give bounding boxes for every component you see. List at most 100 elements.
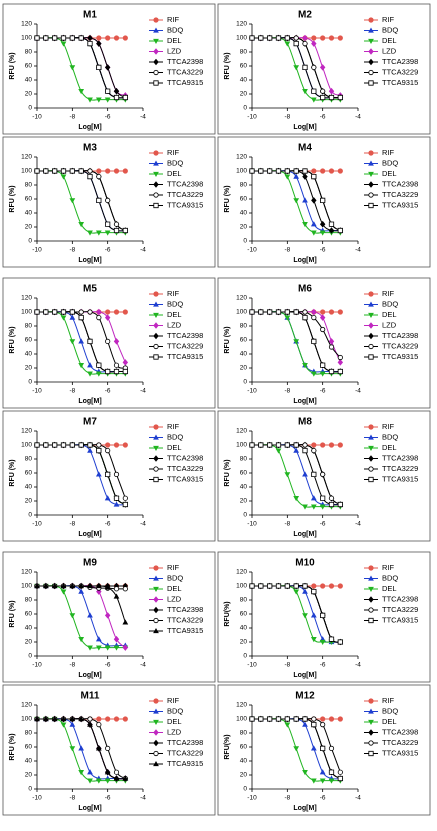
legend-marker	[368, 48, 374, 55]
data-point	[96, 716, 102, 722]
y-axis-label: RFU (%)	[9, 185, 16, 212]
legend-label: DEL	[167, 584, 182, 593]
data-point	[34, 309, 40, 315]
x-tick-label: -8	[284, 247, 290, 254]
x-tick-label: -6	[320, 521, 326, 528]
legend-marker	[153, 160, 159, 166]
legend-marker	[153, 466, 159, 472]
data-point	[122, 168, 128, 174]
y-tick-label: 80	[240, 182, 248, 189]
legend-marker	[153, 586, 159, 593]
chart-panel: M7 0 20 40 60 80 100 120 -10 -8 -6 -4 Log[M] RFU (%) R…	[2, 410, 216, 542]
y-tick-label: 60	[25, 337, 33, 344]
chart-title: M1	[83, 10, 97, 21]
legend-marker	[368, 575, 374, 581]
data-point	[60, 589, 67, 595]
legend-label: TTCA2398	[167, 738, 203, 747]
data-point	[319, 639, 326, 646]
legend-marker	[153, 565, 159, 571]
data-point	[319, 769, 326, 775]
data-point	[319, 230, 326, 236]
legend-label: TTCA9315	[167, 474, 203, 483]
legend-marker	[153, 322, 159, 329]
legend-marker	[153, 354, 159, 360]
legend-label: TTCA3229	[167, 464, 203, 473]
y-tick-label: 60	[25, 470, 33, 477]
legend-label: RIF	[167, 289, 180, 298]
data-point	[311, 35, 317, 41]
legend-marker	[368, 312, 374, 319]
chart-title: M3	[83, 143, 97, 154]
data-point	[311, 716, 317, 722]
data-point	[337, 309, 343, 315]
data-point	[87, 371, 93, 377]
data-point	[320, 612, 326, 618]
data-point	[293, 496, 300, 502]
data-point	[105, 471, 111, 477]
data-point	[87, 97, 93, 103]
data-point	[87, 582, 93, 589]
data-point	[113, 645, 120, 651]
data-point	[328, 338, 335, 345]
x-axis-label: Log[M]	[78, 805, 101, 812]
y-tick-label: 60	[240, 63, 248, 70]
legend-label: RIF	[167, 563, 180, 572]
data-point	[310, 745, 317, 751]
y-tick-label: 100	[236, 583, 247, 590]
x-axis-label: Log[M]	[293, 672, 316, 679]
x-tick-label: -6	[320, 114, 326, 121]
data-point	[78, 35, 84, 41]
legend-marker	[368, 332, 374, 340]
chart-title: M10	[295, 558, 315, 569]
data-point	[284, 583, 290, 589]
legend-label: BDQ	[167, 706, 183, 715]
data-point	[113, 94, 120, 101]
legend-label: TTCA9315	[167, 626, 203, 635]
y-tick-label: 80	[240, 323, 248, 330]
data-point	[95, 645, 102, 651]
legend-marker	[153, 596, 159, 603]
data-point	[34, 582, 40, 589]
data-point	[249, 716, 255, 722]
y-tick-label: 40	[25, 484, 33, 491]
legend-label: BDQ	[167, 25, 183, 34]
data-point	[284, 716, 290, 722]
y-tick-label: 100	[21, 168, 32, 175]
legend-label: DEL	[382, 584, 397, 593]
legend-marker	[153, 48, 159, 55]
data-point	[337, 769, 343, 775]
data-point	[52, 168, 58, 174]
y-tick-label: 120	[236, 21, 247, 28]
data-point	[87, 612, 93, 618]
legend-marker	[368, 291, 374, 297]
data-point	[320, 88, 326, 94]
y-axis-label: RFU (%)	[9, 733, 16, 760]
data-point	[78, 582, 85, 589]
data-point	[113, 309, 120, 315]
legend-label: TTCA2398	[167, 605, 203, 614]
data-point	[310, 504, 317, 510]
data-point	[113, 87, 120, 95]
data-point	[275, 448, 282, 454]
chart-title: M6	[298, 284, 312, 295]
y-tick-label: 60	[25, 611, 33, 618]
legend-marker	[368, 69, 374, 76]
x-tick-label: -8	[69, 521, 75, 528]
legend-marker	[153, 750, 159, 757]
x-tick-label: -10	[247, 795, 257, 802]
legend-marker	[153, 476, 159, 483]
data-point	[105, 368, 111, 375]
data-point	[319, 371, 326, 377]
data-point	[96, 448, 102, 454]
y-tick-label: 40	[25, 351, 33, 358]
data-point	[113, 593, 120, 599]
data-point	[311, 168, 317, 174]
y-tick-label: 20	[240, 224, 248, 231]
data-point	[302, 588, 308, 594]
legend-label: TTCA2398	[167, 331, 203, 340]
data-point	[87, 168, 93, 174]
data-point	[78, 715, 85, 722]
y-tick-label: 20	[240, 772, 248, 779]
data-point	[337, 583, 343, 589]
